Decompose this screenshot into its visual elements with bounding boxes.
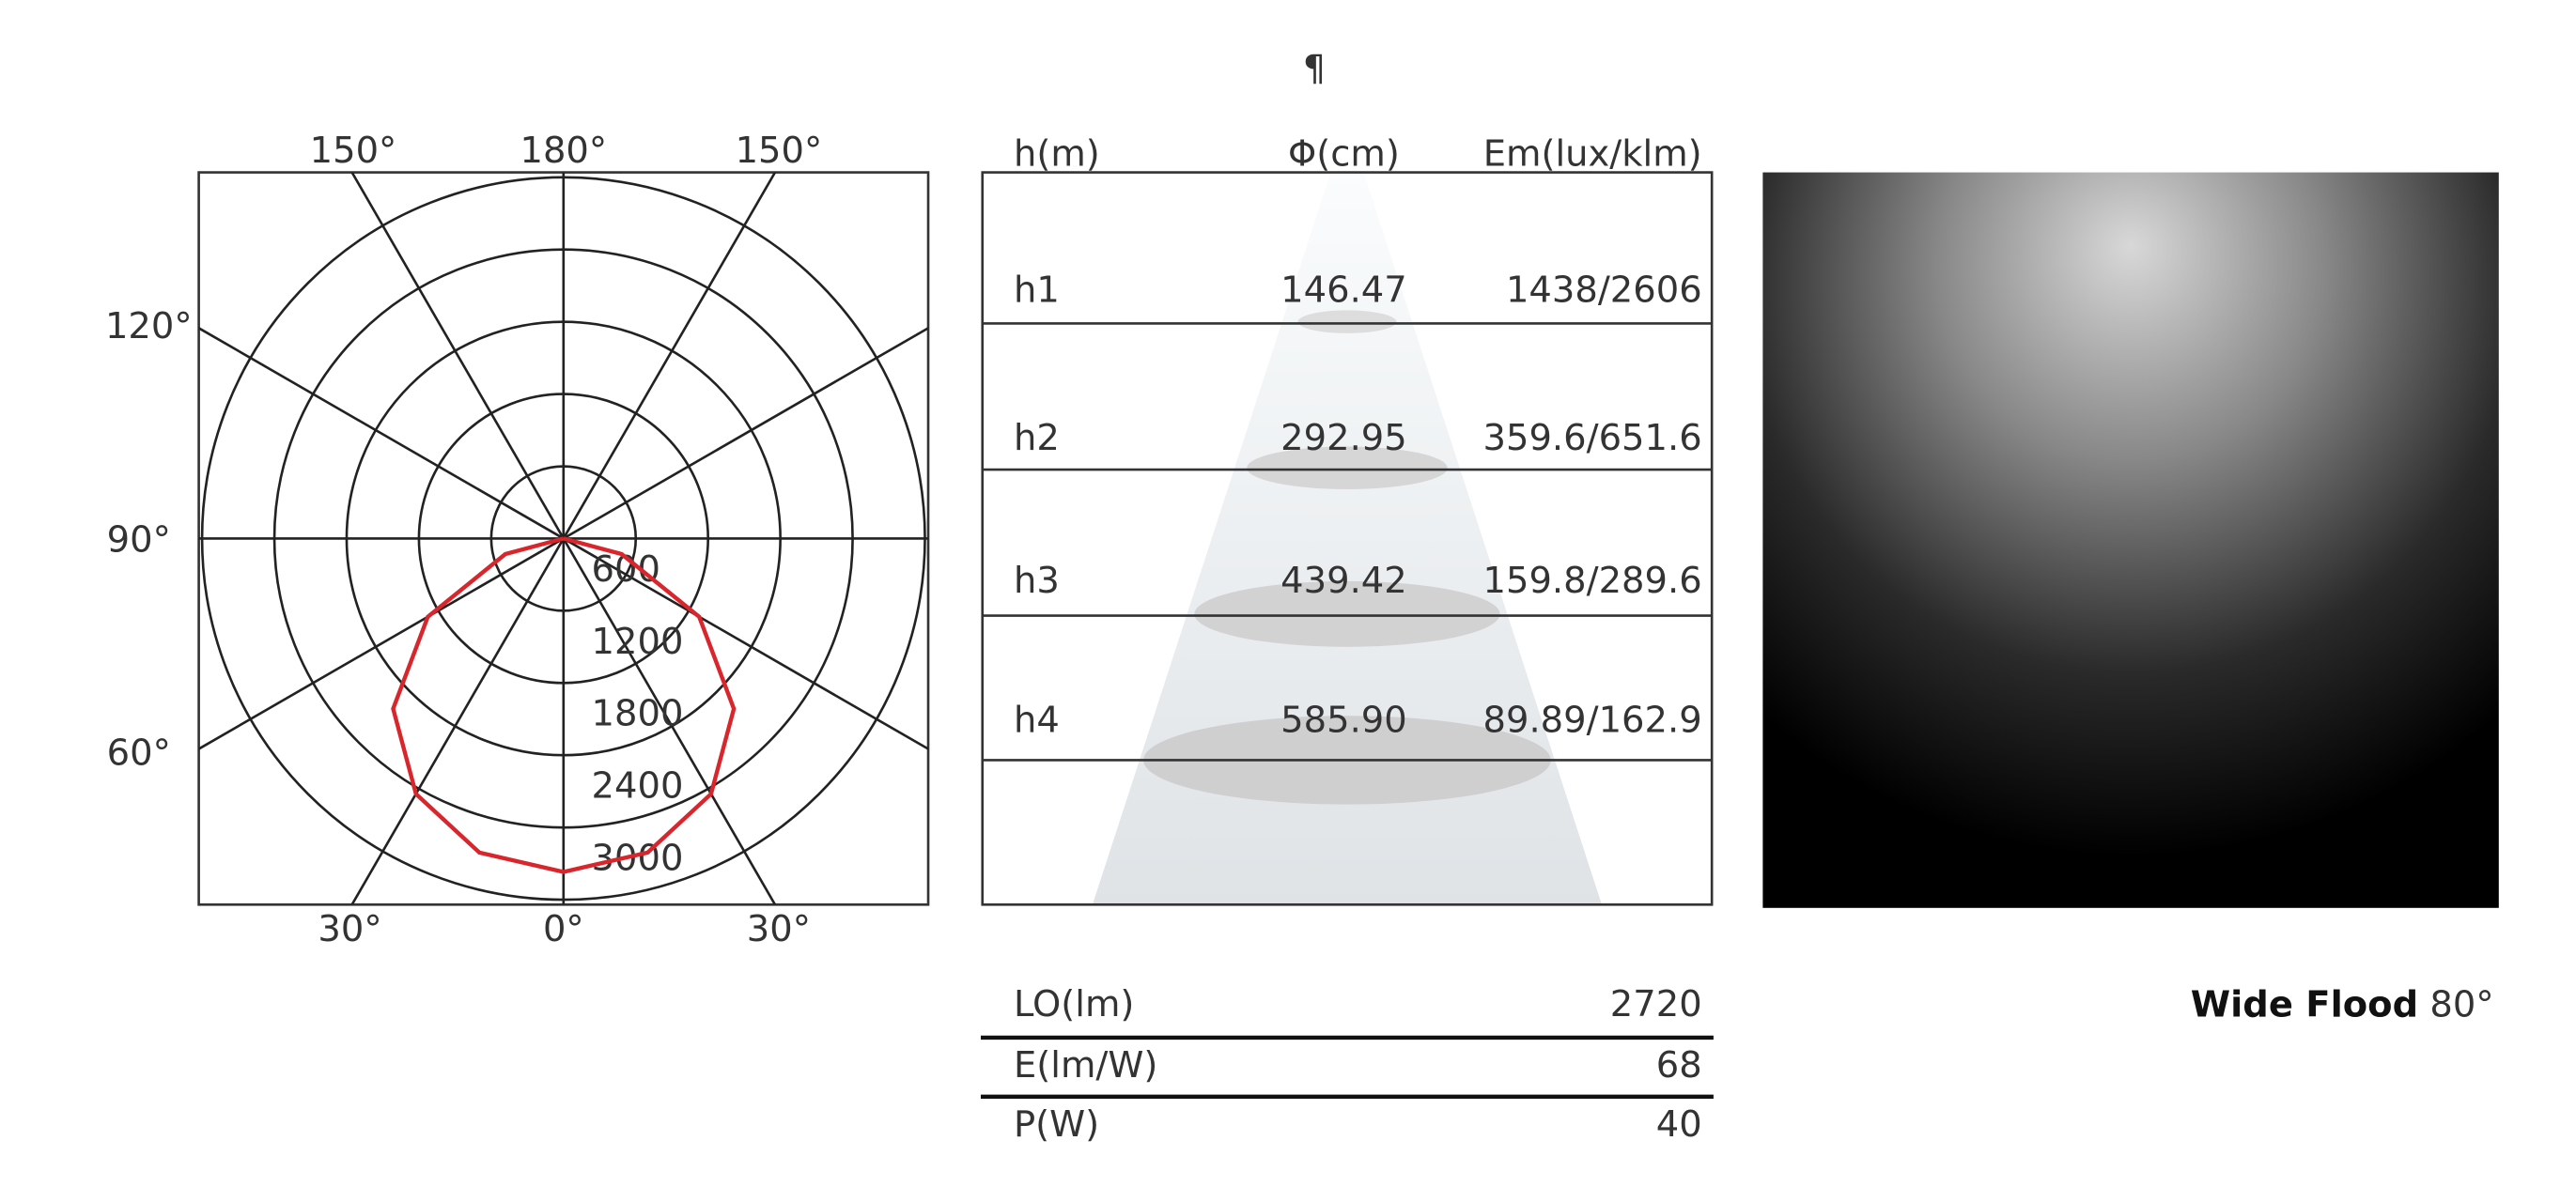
table-rows: h1 146.47 1438/2606 h2 292.95 359.6/651.6 h3 43… [1014,270,1702,742]
polar-chart: 600 1200 1800 2400 3000 150° 180° 150° 120° 90° 60… [105,130,930,950]
spot [1194,580,1500,647]
angle-label: 30° [747,908,811,950]
illuminance: 89.89/162.9 [1483,700,1702,742]
beam-photo [1762,172,2499,908]
r-tick-label: 2400 [592,765,684,808]
summary-value: 2720 [1610,983,1702,1025]
grid-circle [417,393,710,685]
angle-label: 60° [107,732,171,775]
illuminance: 159.8/289.6 [1483,560,1702,602]
beam-angle: 80° [2429,983,2493,1025]
grid-circle [272,248,854,829]
illuminance: 1438/2606 [1506,270,1702,312]
summary-value: 40 [1656,1103,1702,1146]
beam-table: h(m) Φ(cm) Em(lux/klm) [981,133,1714,906]
angle-label: 150° [310,130,397,172]
diameter: 585.90 [1280,700,1407,742]
summary-label: P(W) [1014,1103,1099,1146]
r-tick-label: 1800 [592,693,684,735]
angle-label: 180° [520,130,607,172]
header: h(m) [1014,133,1100,176]
row-label: h1 [1014,270,1060,312]
header: Em(lux/klm) [1483,133,1702,176]
row-label: h3 [1014,560,1060,602]
grid-circle [200,176,926,902]
summary-label: LO(lm) [1014,983,1134,1025]
row-label: h4 [1014,700,1060,742]
r-tick-label: 3000 [592,838,684,880]
intensity-curve [391,536,737,874]
angle-label: 30° [318,908,381,950]
diameter: 146.47 [1280,270,1407,312]
row-label: h2 [1014,417,1060,459]
angle-label: 90° [107,518,171,561]
summary [980,1035,1714,1100]
summary-rows: LO(lm) 2720 E(lm/W) 68 P(W) 40 [1014,983,1702,1146]
angle-label: 120° [105,305,193,347]
header: Φ(cm) [1288,133,1400,176]
grid-circle [345,320,782,757]
table-frame [981,171,1714,906]
spot [1297,310,1397,333]
light-cone [1092,172,1603,905]
summary-label: E(lm/W) [1014,1044,1157,1087]
beam-name: Wide Flood [2191,983,2418,1025]
r-tick-label: 600 [592,548,660,591]
angle-label: 0° [543,908,584,950]
r-tick-label: 1200 [592,621,684,663]
beam-label: Wide Flood 80° [2191,983,2494,1025]
summary-value: 68 [1656,1044,1702,1087]
spot [1247,446,1448,489]
illuminance: 359.6/651.6 [1483,417,1702,459]
pilcrow: ¶ [1303,48,1326,90]
diameter: 439.42 [1280,560,1407,602]
grid-circle [489,465,638,612]
angle-label: 150° [736,130,823,172]
diameter: 292.95 [1280,417,1407,459]
